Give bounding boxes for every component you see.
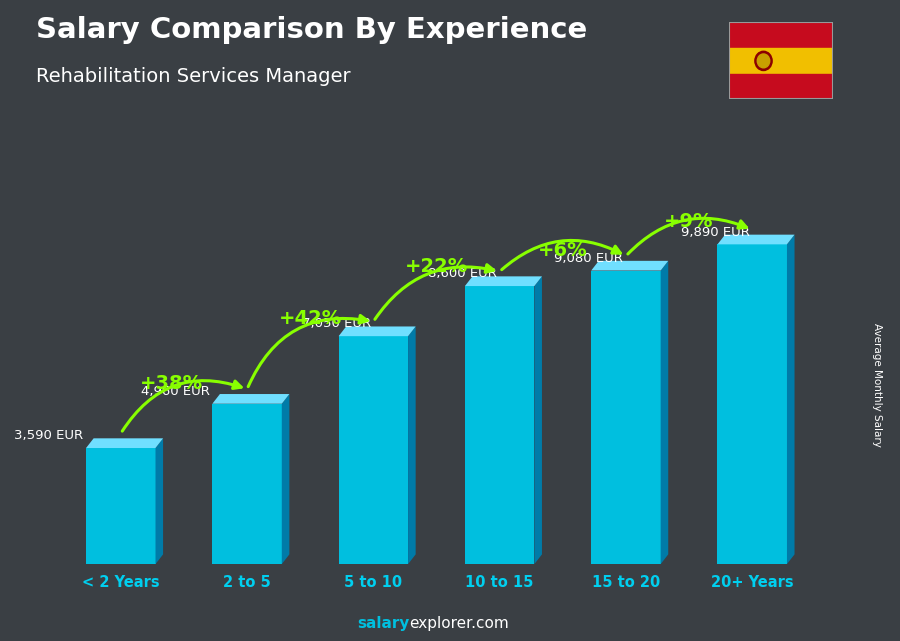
Text: explorer.com: explorer.com — [410, 617, 509, 631]
Text: Salary Comparison By Experience: Salary Comparison By Experience — [36, 16, 587, 44]
Polygon shape — [661, 261, 668, 564]
Text: Rehabilitation Services Manager: Rehabilitation Services Manager — [36, 67, 351, 87]
Bar — [729, 74, 832, 99]
Polygon shape — [282, 394, 290, 564]
Polygon shape — [156, 438, 163, 564]
Polygon shape — [86, 438, 163, 448]
Polygon shape — [717, 235, 795, 244]
Polygon shape — [591, 261, 668, 271]
Text: 7,050 EUR: 7,050 EUR — [302, 317, 371, 330]
Polygon shape — [212, 404, 282, 564]
Polygon shape — [408, 326, 416, 564]
Polygon shape — [338, 336, 408, 564]
Polygon shape — [591, 271, 661, 564]
Text: +22%: +22% — [405, 257, 468, 276]
Bar — [729, 22, 832, 48]
Polygon shape — [86, 448, 156, 564]
Text: +6%: +6% — [538, 241, 588, 260]
Text: 9,890 EUR: 9,890 EUR — [680, 226, 750, 238]
Text: 3,590 EUR: 3,590 EUR — [14, 429, 84, 442]
Text: salary: salary — [357, 617, 410, 631]
Text: +42%: +42% — [279, 309, 342, 328]
Polygon shape — [212, 394, 290, 404]
Text: 4,960 EUR: 4,960 EUR — [141, 385, 210, 398]
Text: Average Monthly Salary: Average Monthly Salary — [872, 322, 883, 447]
Text: +9%: +9% — [664, 212, 714, 231]
Polygon shape — [465, 286, 535, 564]
Text: 9,080 EUR: 9,080 EUR — [554, 252, 623, 265]
Polygon shape — [717, 244, 787, 564]
Polygon shape — [535, 276, 542, 564]
Text: 8,600 EUR: 8,600 EUR — [428, 267, 497, 280]
Polygon shape — [787, 235, 795, 564]
Circle shape — [757, 54, 770, 68]
Text: +38%: +38% — [140, 374, 202, 392]
Circle shape — [755, 51, 772, 71]
Polygon shape — [338, 326, 416, 336]
Polygon shape — [465, 276, 542, 286]
Bar — [729, 48, 832, 74]
